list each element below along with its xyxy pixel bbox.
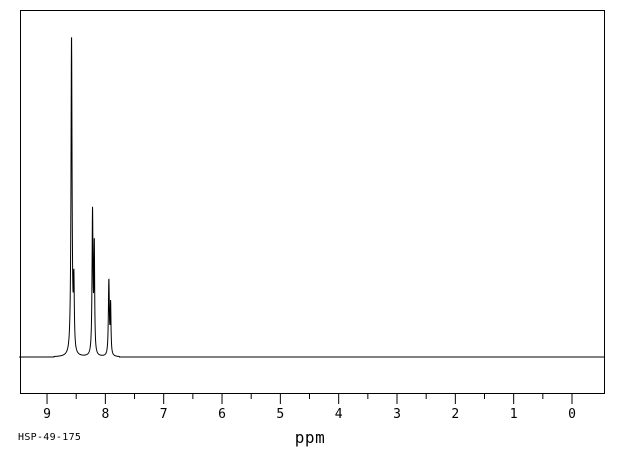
x-axis-tick-label-2: 2 <box>451 407 460 422</box>
x-axis-tick-label-3: 3 <box>393 407 401 422</box>
spectrum-trace-path <box>19 37 604 358</box>
x-axis-tick-label-7: 7 <box>159 407 168 422</box>
x-axis-tick-label-1: 1 <box>509 407 518 422</box>
plot-frame-border <box>20 10 605 394</box>
x-axis-tick-label-8: 8 <box>101 407 110 422</box>
axis-tick-group <box>46 394 573 404</box>
x-axis-tick-label-6: 6 <box>218 407 226 422</box>
x-axis-tick-label-0: 0 <box>568 407 576 422</box>
x-axis-unit-label: ppm <box>294 428 326 447</box>
x-axis-tick-label-4: 4 <box>334 407 343 422</box>
x-axis-tick-label-9: 9 <box>43 407 51 422</box>
sample-id-label: HSP-49-175 <box>18 432 82 443</box>
x-axis-tick-label-5: 5 <box>276 407 285 422</box>
